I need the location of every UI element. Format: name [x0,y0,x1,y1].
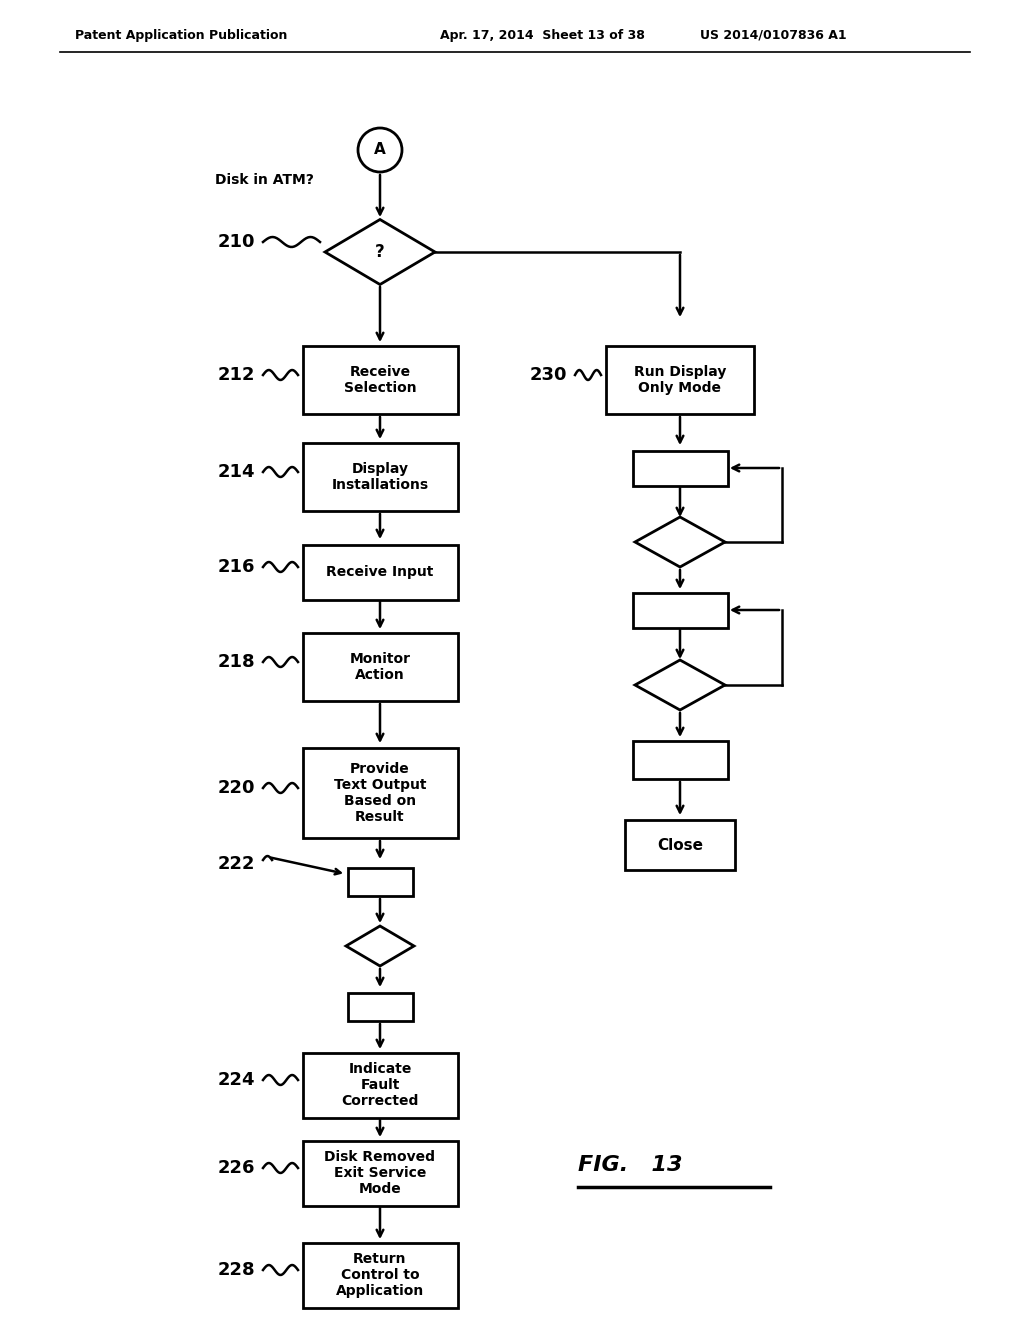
FancyBboxPatch shape [302,1140,458,1205]
Text: 220: 220 [217,779,255,797]
Text: 218: 218 [217,653,255,671]
Text: 224: 224 [217,1071,255,1089]
Text: Apr. 17, 2014  Sheet 13 of 38: Apr. 17, 2014 Sheet 13 of 38 [440,29,645,41]
Polygon shape [346,927,414,966]
Text: 216: 216 [217,558,255,576]
FancyBboxPatch shape [302,544,458,599]
FancyBboxPatch shape [302,748,458,838]
Text: Disk Removed
Exit Service
Mode: Disk Removed Exit Service Mode [325,1150,435,1196]
Text: Monitor
Action: Monitor Action [349,652,411,682]
Text: Display
Installations: Display Installations [332,462,429,492]
Text: 226: 226 [217,1159,255,1177]
Text: Run Display
Only Mode: Run Display Only Mode [634,364,726,395]
Text: Provide
Text Output
Based on
Result: Provide Text Output Based on Result [334,762,426,824]
FancyBboxPatch shape [347,869,413,896]
Text: 214: 214 [217,463,255,480]
Text: 212: 212 [217,366,255,384]
Text: Disk in ATM?: Disk in ATM? [215,173,314,187]
FancyBboxPatch shape [625,820,735,870]
Text: US 2014/0107836 A1: US 2014/0107836 A1 [700,29,847,41]
Text: A: A [374,143,386,157]
Text: FIG.   13: FIG. 13 [578,1155,683,1175]
Text: Receive
Selection: Receive Selection [344,364,417,395]
FancyBboxPatch shape [302,444,458,511]
FancyBboxPatch shape [347,993,413,1020]
Circle shape [358,128,402,172]
Polygon shape [635,660,725,710]
FancyBboxPatch shape [633,741,727,779]
Polygon shape [635,517,725,568]
Text: 210: 210 [217,234,255,251]
FancyBboxPatch shape [606,346,754,414]
FancyBboxPatch shape [302,1242,458,1308]
Text: Receive Input: Receive Input [327,565,434,579]
Text: 230: 230 [529,366,567,384]
FancyBboxPatch shape [302,346,458,414]
FancyBboxPatch shape [302,634,458,701]
Text: Patent Application Publication: Patent Application Publication [75,29,288,41]
Text: 228: 228 [217,1261,255,1279]
Text: 222: 222 [217,855,255,873]
Text: Return
Control to
Application: Return Control to Application [336,1251,424,1298]
Polygon shape [325,219,435,285]
Text: Indicate
Fault
Corrected: Indicate Fault Corrected [341,1061,419,1109]
Text: ?: ? [375,243,385,261]
FancyBboxPatch shape [633,450,727,486]
Text: Close: Close [657,837,703,853]
FancyBboxPatch shape [633,593,727,627]
FancyBboxPatch shape [302,1052,458,1118]
